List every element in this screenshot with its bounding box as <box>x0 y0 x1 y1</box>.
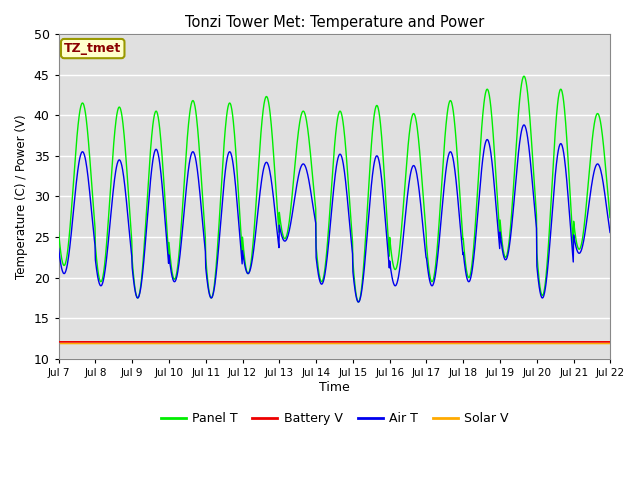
Text: TZ_tmet: TZ_tmet <box>64 42 122 55</box>
Y-axis label: Temperature (C) / Power (V): Temperature (C) / Power (V) <box>15 114 28 279</box>
Legend: Panel T, Battery V, Air T, Solar V: Panel T, Battery V, Air T, Solar V <box>156 408 513 431</box>
Title: Tonzi Tower Met: Temperature and Power: Tonzi Tower Met: Temperature and Power <box>185 15 484 30</box>
X-axis label: Time: Time <box>319 381 350 394</box>
